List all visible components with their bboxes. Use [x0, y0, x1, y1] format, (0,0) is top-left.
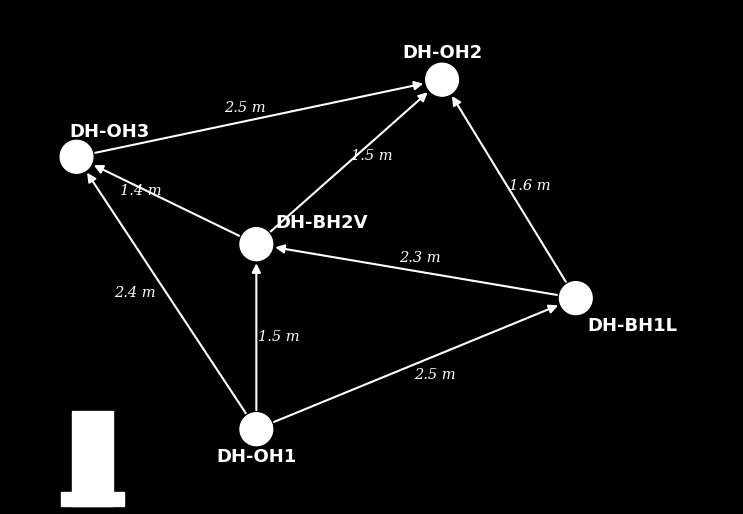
Text: 1.4 m: 1.4 m: [120, 184, 161, 198]
Ellipse shape: [240, 413, 273, 446]
Text: DH-OH1: DH-OH1: [216, 448, 296, 467]
Text: 2.4 m: 2.4 m: [114, 286, 156, 300]
Text: 2.3 m: 2.3 m: [399, 251, 441, 265]
Text: DH-BH1L: DH-BH1L: [587, 317, 677, 336]
Text: 1.5 m: 1.5 m: [258, 329, 299, 344]
Ellipse shape: [240, 228, 273, 261]
Ellipse shape: [559, 282, 592, 315]
Text: 2.5 m: 2.5 m: [414, 368, 455, 382]
Text: DH-OH3: DH-OH3: [69, 123, 149, 141]
Ellipse shape: [60, 140, 93, 173]
Ellipse shape: [426, 63, 458, 96]
Bar: [72, 411, 113, 506]
Text: 2.5 m: 2.5 m: [224, 101, 265, 115]
Text: 1.5 m: 1.5 m: [351, 149, 392, 163]
Text: DH-BH2V: DH-BH2V: [275, 213, 367, 232]
Text: DH-OH2: DH-OH2: [402, 44, 482, 62]
Text: 1.6 m: 1.6 m: [509, 179, 551, 193]
Bar: [61, 492, 124, 506]
